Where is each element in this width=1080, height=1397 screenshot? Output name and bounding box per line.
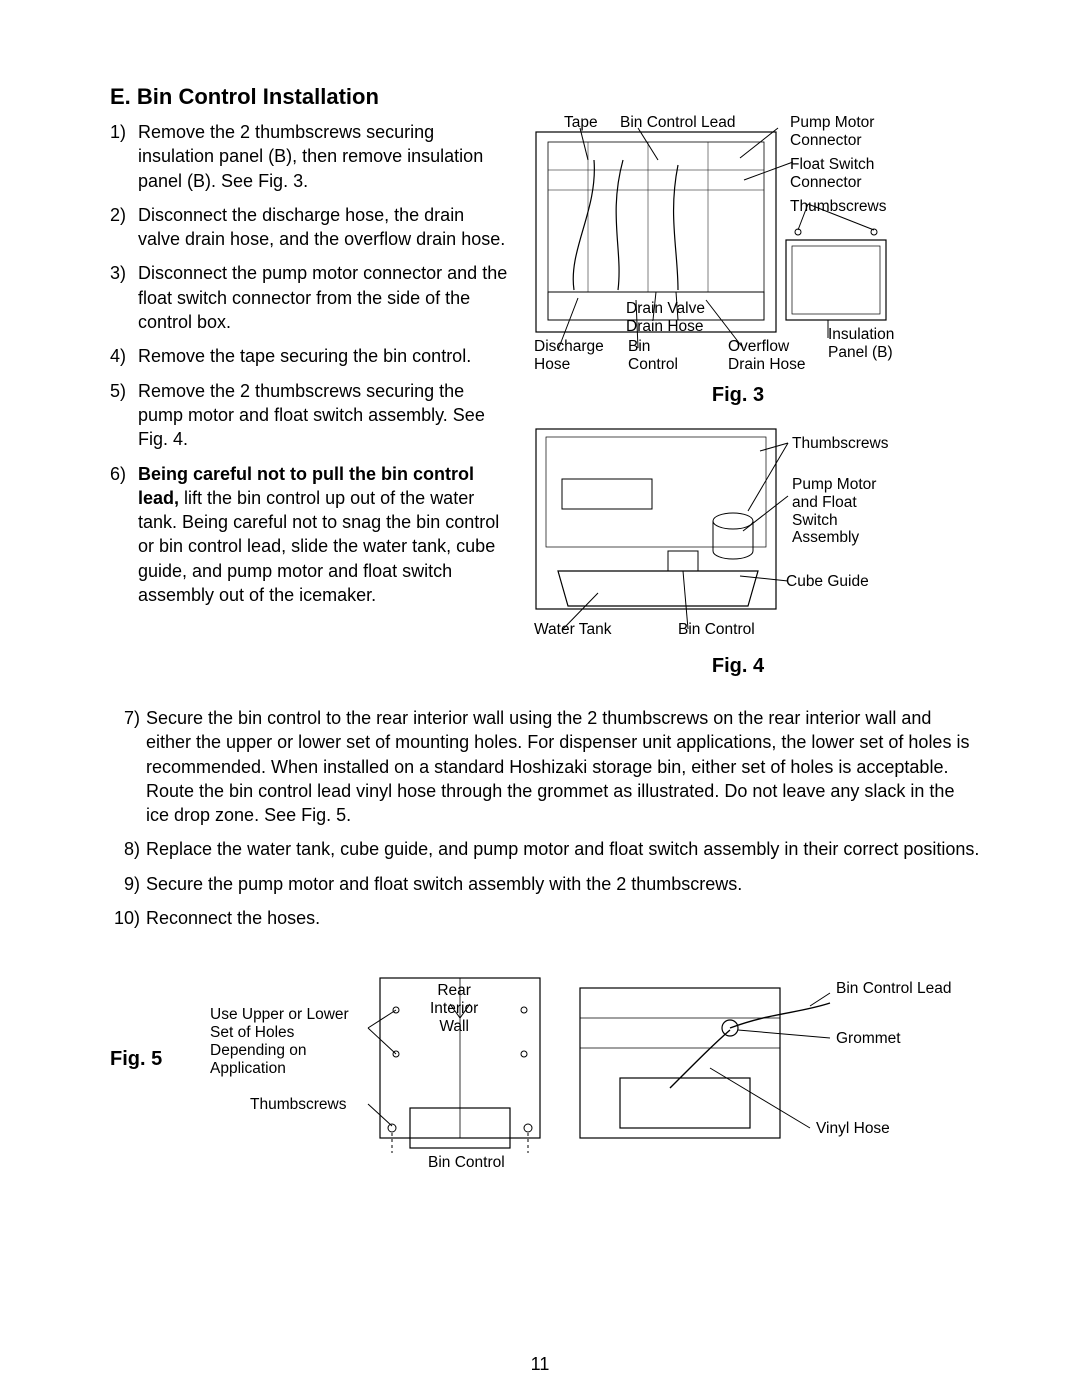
figure-3: Tape Bin Control Lead Pump Motor Connect… [528,120,948,380]
label-water-tank: Water Tank [534,621,612,639]
instruction-list-bottom: 7)Secure the bin control to the rear int… [110,706,980,930]
step-1: 1)Remove the 2 thumbscrews securing insu… [110,120,510,193]
label-bin-control: Bin Control [628,338,678,374]
label-overflow-drain-hose: Overflow Drain Hose [728,338,806,374]
label-thumbscrews-4: Thumbscrews [792,435,888,453]
step-5: 5)Remove the 2 thumbscrews securing the … [110,379,510,452]
figure-4-caption: Fig. 4 [528,655,948,678]
figure-4: Thumbscrews Pump Motor and Float Switch … [528,421,948,651]
page-number: 11 [0,1354,1080,1375]
label-bin-control-5: Bin Control [428,1154,505,1172]
instruction-list-top: 1)Remove the 2 thumbscrews securing insu… [110,120,510,607]
label-bin-control-lead-5: Bin Control Lead [836,980,951,998]
label-bin-control-4: Bin Control [678,621,755,639]
label-vinyl-hose: Vinyl Hose [816,1120,890,1138]
label-pump-motor-connector: Pump Motor Connector [790,114,874,150]
label-bin-control-lead: Bin Control Lead [620,114,735,132]
label-insulation-panel: Insulation Panel (B) [828,326,894,362]
label-upper-lower-holes: Use Upper or Lower Set of Holes Dependin… [210,1006,349,1077]
figure-3-caption: Fig. 3 [528,384,948,407]
label-discharge-hose: Discharge Hose [534,338,604,374]
step-8: 8)Replace the water tank, cube guide, an… [110,837,980,861]
figure-5: Fig. 5 [110,958,980,1188]
label-grommet: Grommet [836,1030,901,1048]
step-6: 6)Being careful not to pull the bin cont… [110,462,510,608]
label-drain-valve-drain-hose: Drain Valve Drain Hose [626,300,705,336]
label-cube-guide: Cube Guide [786,573,869,591]
section-title: E. Bin Control Installation [110,84,980,110]
label-tape: Tape [564,114,598,132]
step-2: 2)Disconnect the discharge hose, the dra… [110,203,510,252]
step-9: 9)Secure the pump motor and float switch… [110,872,980,896]
step-7: 7)Secure the bin control to the rear int… [110,706,980,827]
label-thumbscrews: Thumbscrews [790,198,886,216]
label-float-switch-connector: Float Switch Connector [790,156,874,192]
label-pump-float-assembly: Pump Motor and Float Switch Assembly [792,476,876,547]
label-thumbscrews-5: Thumbscrews [250,1096,346,1114]
label-rear-interior-wall: Rear Interior Wall [430,982,478,1035]
step-10: 10)Reconnect the hoses. [110,906,980,930]
step-3: 3)Disconnect the pump motor connector an… [110,261,510,334]
step-4: 4)Remove the tape securing the bin contr… [110,344,510,368]
